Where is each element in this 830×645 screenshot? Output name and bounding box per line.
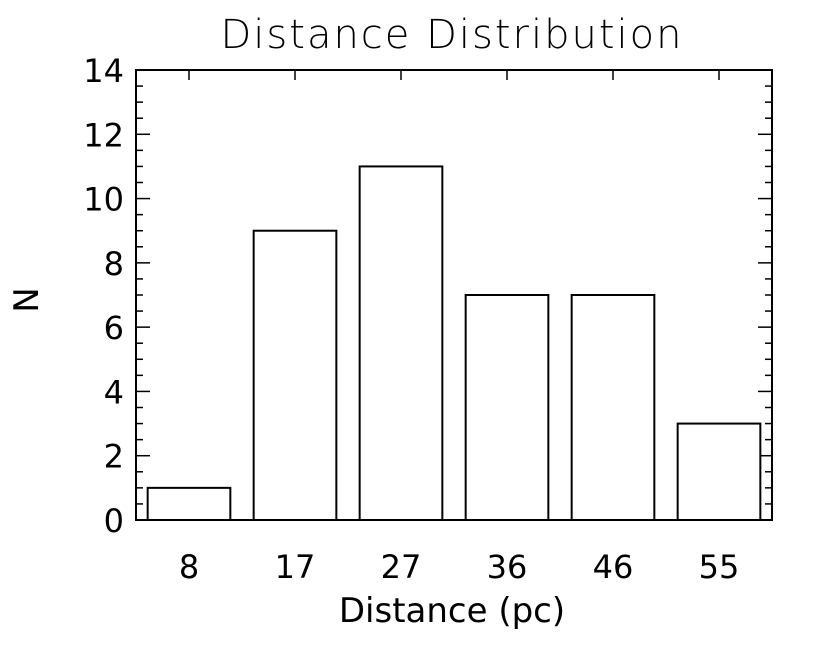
y-tick-label: 12: [83, 116, 124, 154]
axis-ticks: [136, 69, 772, 521]
bar-46: [570, 294, 656, 521]
bar-55: [676, 422, 762, 522]
y-tick-labels: 0 2 4 6 8 10 12 14: [83, 52, 124, 540]
y-tick-label: 6: [104, 309, 124, 347]
x-tick-label: 27: [381, 548, 422, 586]
y-tick-label: 8: [104, 245, 124, 283]
bars: [146, 165, 762, 522]
bar-27: [358, 165, 444, 522]
y-tick-label: 2: [104, 438, 124, 476]
bar-17: [252, 229, 338, 521]
x-tick-labels: 8 17 27 36 46 55: [179, 548, 740, 586]
y-tick-label: 10: [83, 181, 124, 219]
x-axis-label: Distance (pc): [339, 591, 565, 631]
bar-8: [146, 486, 232, 522]
bar-36: [464, 294, 550, 521]
y-tick-label: 4: [104, 373, 124, 411]
chart-title: Distance Distribution: [221, 12, 684, 58]
x-tick-label: 36: [487, 548, 528, 586]
y-tick-label: 0: [104, 502, 124, 540]
x-tick-label: 8: [179, 548, 199, 586]
plot-frame: [135, 69, 773, 521]
y-tick-label: 14: [83, 52, 124, 90]
x-tick-label: 55: [699, 548, 740, 586]
x-tick-label: 46: [593, 548, 634, 586]
x-tick-label: 17: [275, 548, 316, 586]
y-axis-label: N: [7, 287, 47, 312]
